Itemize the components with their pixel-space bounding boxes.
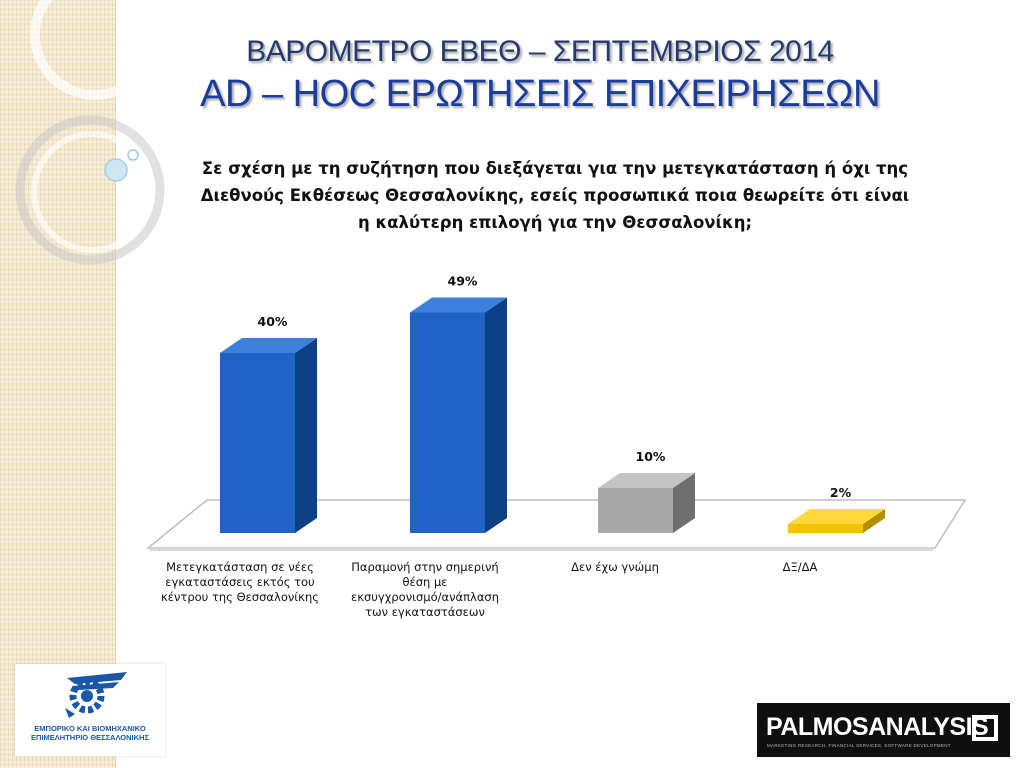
slide-title: ΒΑΡΟΜΕΤΡΟ ΕΒΕΘ – ΣΕΠΤΕΜΒΡΙΟΣ 2014 AD – H… — [170, 33, 910, 117]
bar-0 — [220, 353, 295, 533]
org-line-2: ΕΠΙΜΕΛΗΤΗΡΙΟ ΘΕΣΣΑΛΟΝΙΚΗΣ — [31, 733, 149, 742]
survey-question: Σε σχέση με τη συζήτηση που διεξάγεται γ… — [160, 155, 950, 236]
category-label-1: Παραμονή στην σημερινή θέση με εκσυγχρονισ… — [330, 560, 520, 620]
question-line-2: Διεθνούς Εκθέσεως Θεσσαλονίκης, εσείς πρ… — [200, 186, 910, 205]
category-label-0-line-1: εγκαταστάσεις εκτός του — [165, 575, 315, 589]
palmos-brand-name: PALMOSANALYSIS — [766, 713, 989, 741]
category-label-2: Δεν έχω γνώμη — [520, 560, 710, 575]
bar-top-3 — [788, 509, 885, 524]
bar-1 — [410, 312, 485, 533]
question-line-1: Σε σχέση με τη συζήτηση που διεξάγεται γ… — [201, 159, 909, 178]
palmos-analysis-logo: PALMOSANALYSIS MARKETING RESEARCH, FINAN… — [757, 703, 1010, 757]
category-label-0: Μετεγκατάσταση σε νέες εγκαταστάσεις εκτό… — [145, 560, 335, 605]
category-label-1-line-2: εκσυγχρονισμό/ανάπλαση — [350, 590, 500, 604]
bar-side-1 — [485, 297, 507, 533]
category-label-0-line-0: Μετεγκατάσταση σε νέες — [166, 560, 314, 574]
data-label-3: 2% — [830, 485, 852, 500]
bar-2 — [598, 488, 673, 533]
data-label-1: 49% — [448, 274, 478, 289]
bar-top-0 — [220, 338, 317, 353]
bar-side-0 — [295, 338, 317, 533]
bar-top-1 — [410, 297, 507, 313]
data-label-2: 10% — [636, 449, 666, 464]
category-label-1-line-3: των εγκαταστάσεων — [365, 605, 485, 619]
bar-top-2 — [598, 473, 695, 488]
category-label-1-line-1: θέση με — [402, 575, 448, 589]
data-label-0: 40% — [258, 314, 288, 329]
question-line-3: η καλύτερη επιλογή για την Θεσσαλονίκη; — [357, 213, 753, 232]
org-line-1: ΕΜΠΟΡΙΚΟ ΚΑΙ ΒΙΟΜΗΧΑΝΙΚΟ — [34, 724, 146, 733]
bar-side-3 — [863, 509, 885, 533]
gear-wing-icon — [65, 672, 127, 718]
ebeth-org-name: ΕΜΠΟΡΙΚΟ ΚΑΙ ΒΙΟΜΗΧΑΝΙΚΟ ΕΠΙΜΕΛΗΤΗΡΙΟ ΘΕ… — [15, 724, 165, 742]
title-line-2: AD – HOC ΕΡΩΤΗΣΕΙΣ ΕΠΙΧΕΙΡΗΣΕΩΝ — [200, 73, 880, 115]
category-label-2-line-0: Δεν έχω γνώμη — [571, 560, 659, 574]
title-line-1: ΒΑΡΟΜΕΤΡΟ ΕΒΕΘ – ΣΕΠΤΕΜΒΡΙΟΣ 2014 — [246, 35, 834, 68]
bar-side-2 — [673, 473, 695, 533]
ebeth-logo: ΕΜΠΟΡΙΚΟ ΚΑΙ ΒΙΟΜΗΧΑΝΙΚΟ ΕΠΙΜΕΛΗΤΗΡΙΟ ΘΕ… — [15, 664, 165, 756]
category-label-1-line-0: Παραμονή στην σημερινή — [351, 560, 499, 574]
chart-floor-edge — [148, 548, 935, 551]
category-label-3: ΔΞ/ΔΑ — [705, 560, 895, 575]
category-label-3-line-0: ΔΞ/ΔΑ — [782, 560, 818, 574]
bar-3 — [788, 524, 863, 533]
palmos-tagline: MARKETING RESEARCH, FINANCIAL SERVICES, … — [767, 743, 951, 748]
decorative-circles — [15, 0, 165, 265]
palmos-square-icon — [972, 715, 998, 741]
category-label-0-line-2: κέντρου της Θεσσαλονίκης — [160, 590, 319, 604]
